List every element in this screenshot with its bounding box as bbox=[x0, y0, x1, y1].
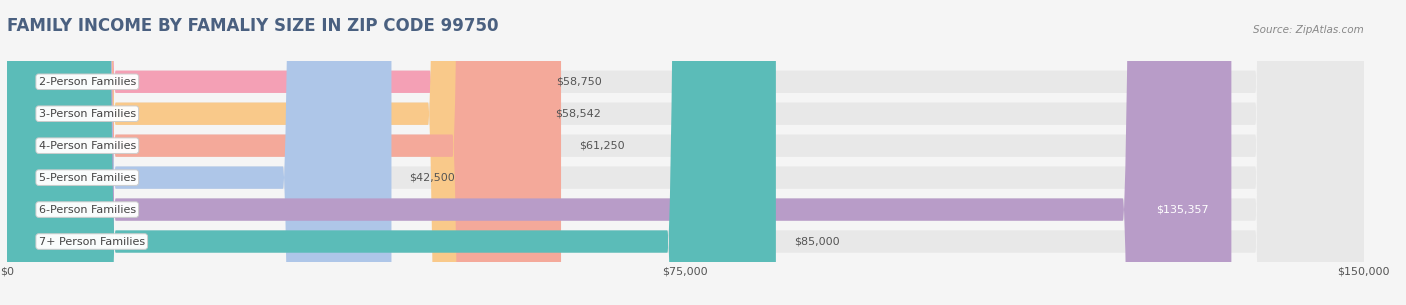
FancyBboxPatch shape bbox=[7, 0, 1232, 305]
FancyBboxPatch shape bbox=[7, 0, 776, 305]
FancyBboxPatch shape bbox=[7, 0, 1364, 305]
Text: $58,750: $58,750 bbox=[557, 77, 602, 87]
Text: $58,542: $58,542 bbox=[554, 109, 600, 119]
Text: $85,000: $85,000 bbox=[794, 237, 839, 246]
Text: 4-Person Families: 4-Person Families bbox=[39, 141, 136, 151]
Text: 5-Person Families: 5-Person Families bbox=[39, 173, 136, 183]
FancyBboxPatch shape bbox=[7, 0, 391, 305]
Text: $61,250: $61,250 bbox=[579, 141, 624, 151]
FancyBboxPatch shape bbox=[7, 0, 1364, 305]
Text: 3-Person Families: 3-Person Families bbox=[39, 109, 136, 119]
FancyBboxPatch shape bbox=[7, 0, 537, 305]
Text: FAMILY INCOME BY FAMALIY SIZE IN ZIP CODE 99750: FAMILY INCOME BY FAMALIY SIZE IN ZIP COD… bbox=[7, 17, 499, 35]
FancyBboxPatch shape bbox=[7, 0, 561, 305]
FancyBboxPatch shape bbox=[7, 0, 1364, 305]
FancyBboxPatch shape bbox=[7, 0, 1364, 305]
Text: $42,500: $42,500 bbox=[409, 173, 456, 183]
Text: Source: ZipAtlas.com: Source: ZipAtlas.com bbox=[1253, 25, 1364, 35]
Text: 2-Person Families: 2-Person Families bbox=[39, 77, 136, 87]
Text: 6-Person Families: 6-Person Families bbox=[39, 205, 136, 215]
FancyBboxPatch shape bbox=[7, 0, 1364, 305]
FancyBboxPatch shape bbox=[7, 0, 1364, 305]
Text: 7+ Person Families: 7+ Person Families bbox=[39, 237, 145, 246]
FancyBboxPatch shape bbox=[7, 0, 538, 305]
Text: $135,357: $135,357 bbox=[1156, 205, 1209, 215]
